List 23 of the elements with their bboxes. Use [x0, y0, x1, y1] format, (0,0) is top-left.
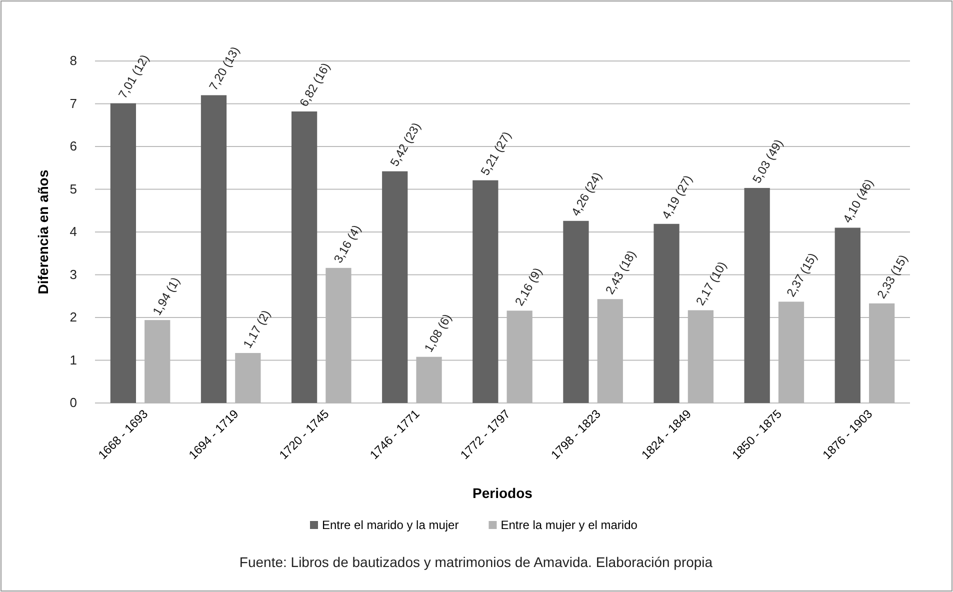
- y-tick-label: 7: [70, 96, 77, 111]
- legend-label: Entre el marido y la mujer: [322, 518, 459, 532]
- bar: [291, 111, 318, 403]
- y-axis-title: Diferencia en años: [35, 170, 51, 294]
- y-tick-label: 3: [70, 266, 77, 282]
- y-tick-label: 8: [70, 53, 77, 68]
- bar: [110, 103, 136, 403]
- legend-label: Entre la mujer y el marido: [500, 518, 638, 532]
- y-tick-label: 2: [70, 310, 77, 325]
- bar: [200, 95, 227, 403]
- y-tick-label: 1: [70, 352, 77, 368]
- y-tick-label: 6: [70, 138, 77, 154]
- bar: [472, 180, 498, 403]
- y-tick-label: 5: [70, 181, 77, 196]
- y-tick-label: 0: [70, 395, 77, 410]
- bar: [382, 171, 408, 403]
- bar: [744, 188, 770, 403]
- source-note: Fuente: Libros de bautizados y matrimonios de Amavida. Elaboración propia: [239, 554, 713, 570]
- y-tick-label: 4: [70, 224, 77, 240]
- bar: [654, 224, 680, 403]
- bar: [563, 220, 589, 403]
- bar: [834, 228, 860, 403]
- x-axis-title: Periodos: [472, 485, 533, 501]
